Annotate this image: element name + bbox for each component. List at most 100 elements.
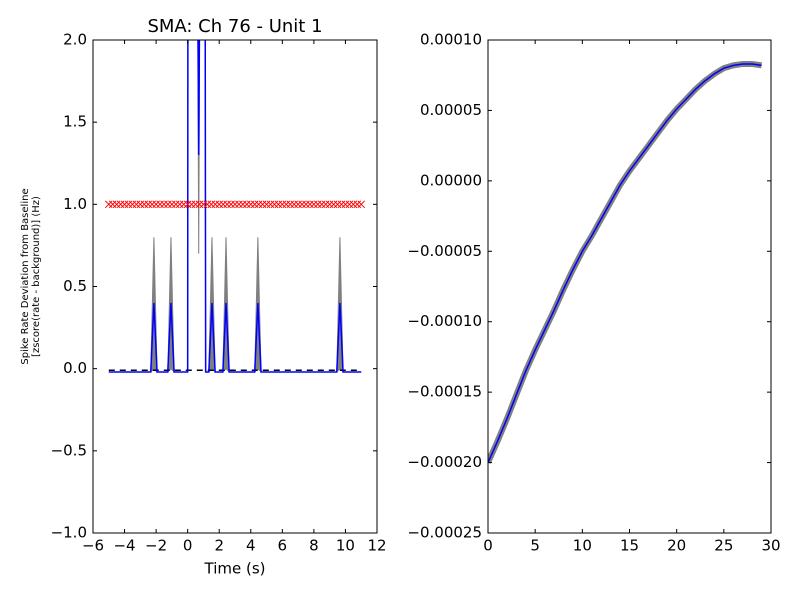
x-marker: [195, 200, 204, 209]
x-marker: [298, 200, 306, 209]
y-tick-label: 0.0: [63, 359, 87, 377]
x-marker: [104, 200, 113, 209]
x-marker: [349, 200, 358, 209]
x-tick-label: 30: [761, 537, 780, 555]
x-tick-label: 0: [183, 537, 193, 555]
x-marker: [258, 200, 267, 209]
chart-title: SMA: Ch 76 - Unit 1: [147, 16, 322, 37]
x-marker: [179, 200, 188, 209]
x-marker: [266, 200, 275, 209]
x-marker: [242, 200, 251, 209]
x-marker: [306, 200, 314, 209]
x-marker: [337, 200, 346, 209]
x-marker: [108, 200, 117, 209]
x-marker: [286, 200, 295, 209]
x-marker: [120, 200, 129, 209]
x-marker: [294, 200, 302, 209]
y-tick-label: −0.00010: [407, 312, 482, 330]
y-tick-label: −1.0: [51, 524, 87, 542]
x-marker: [156, 200, 164, 209]
x-marker: [302, 200, 310, 209]
x-marker: [270, 200, 279, 209]
x-marker: [223, 200, 231, 209]
x-marker: [290, 200, 299, 209]
x-marker: [246, 200, 255, 209]
x-tick-label: 12: [367, 537, 386, 555]
x-marker: [140, 200, 149, 209]
x-marker: [144, 200, 153, 209]
x-marker: [171, 200, 180, 209]
x-marker: [274, 200, 283, 209]
y-tick-label: −0.00025: [407, 524, 482, 542]
x-marker: [333, 200, 342, 209]
x-marker: [183, 200, 192, 209]
x-marker: [262, 200, 271, 209]
y-tick-label: 2.0: [63, 31, 87, 49]
x-marker: [250, 200, 259, 209]
x-marker: [310, 200, 318, 209]
x-marker: [136, 200, 145, 209]
x-tick-label: 2: [214, 537, 224, 555]
x-marker: [164, 200, 172, 209]
x-tick-label: 25: [714, 537, 733, 555]
x-marker: [357, 200, 366, 209]
y-tick-label: 0.00005: [420, 101, 482, 119]
x-marker: [152, 200, 160, 209]
y-axis-label: Spike Rate Deviation from Baseline: [20, 188, 31, 364]
x-marker: [254, 200, 263, 209]
x-tick-label: 4: [246, 537, 256, 555]
x-marker: [203, 200, 212, 209]
x-marker: [341, 200, 350, 209]
x-marker: [231, 200, 239, 209]
x-axis-label: Time (s): [204, 560, 266, 578]
x-tick-label: 10: [573, 537, 592, 555]
plot-area: [488, 60, 763, 464]
x-marker: [215, 200, 224, 209]
x-tick-label: −2: [145, 537, 167, 555]
x-marker: [124, 200, 133, 209]
x-marker: [191, 200, 200, 209]
x-marker: [132, 200, 141, 209]
x-marker: [219, 200, 228, 209]
y-tick-label: 0.00000: [420, 171, 482, 189]
confidence-band: [108, 40, 362, 373]
line: [108, 40, 362, 373]
x-marker: [148, 200, 157, 209]
y-tick-label: −0.00015: [407, 383, 482, 401]
x-tick-label: 15: [620, 537, 639, 555]
x-marker: [239, 200, 247, 209]
x-marker: [321, 200, 330, 209]
y-tick-label: 0.5: [63, 277, 87, 295]
x-marker: [199, 200, 208, 209]
y-tick-label: 0.00010: [420, 31, 482, 49]
y-tick-label: 1.5: [63, 113, 87, 131]
x-tick-label: 5: [530, 537, 540, 555]
x-marker: [227, 200, 235, 209]
x-marker: [329, 200, 338, 209]
x-marker: [160, 200, 168, 209]
x-marker: [187, 200, 196, 209]
x-marker: [317, 200, 326, 209]
x-tick-label: −4: [113, 537, 135, 555]
x-tick-label: −6: [82, 537, 104, 555]
x-tick-label: 10: [336, 537, 355, 555]
x-tick-label: 8: [309, 537, 319, 555]
plot-area: [104, 40, 366, 373]
x-marker: [175, 200, 184, 209]
x-marker: [345, 200, 354, 209]
y-tick-label: −0.00005: [407, 242, 482, 260]
y-axis-label: [zscore(rate - background)] (Hz): [31, 196, 42, 357]
x-marker: [211, 200, 220, 209]
x-marker: [313, 200, 322, 209]
x-marker: [325, 200, 334, 209]
x-marker: [116, 200, 125, 209]
x-marker: [235, 200, 243, 209]
line: [488, 63, 762, 463]
x-marker: [207, 200, 216, 209]
x-tick-label: 0: [483, 537, 493, 555]
x-marker: [278, 200, 287, 209]
x-tick-label: 20: [667, 537, 686, 555]
y-tick-label: −0.00020: [407, 453, 482, 471]
